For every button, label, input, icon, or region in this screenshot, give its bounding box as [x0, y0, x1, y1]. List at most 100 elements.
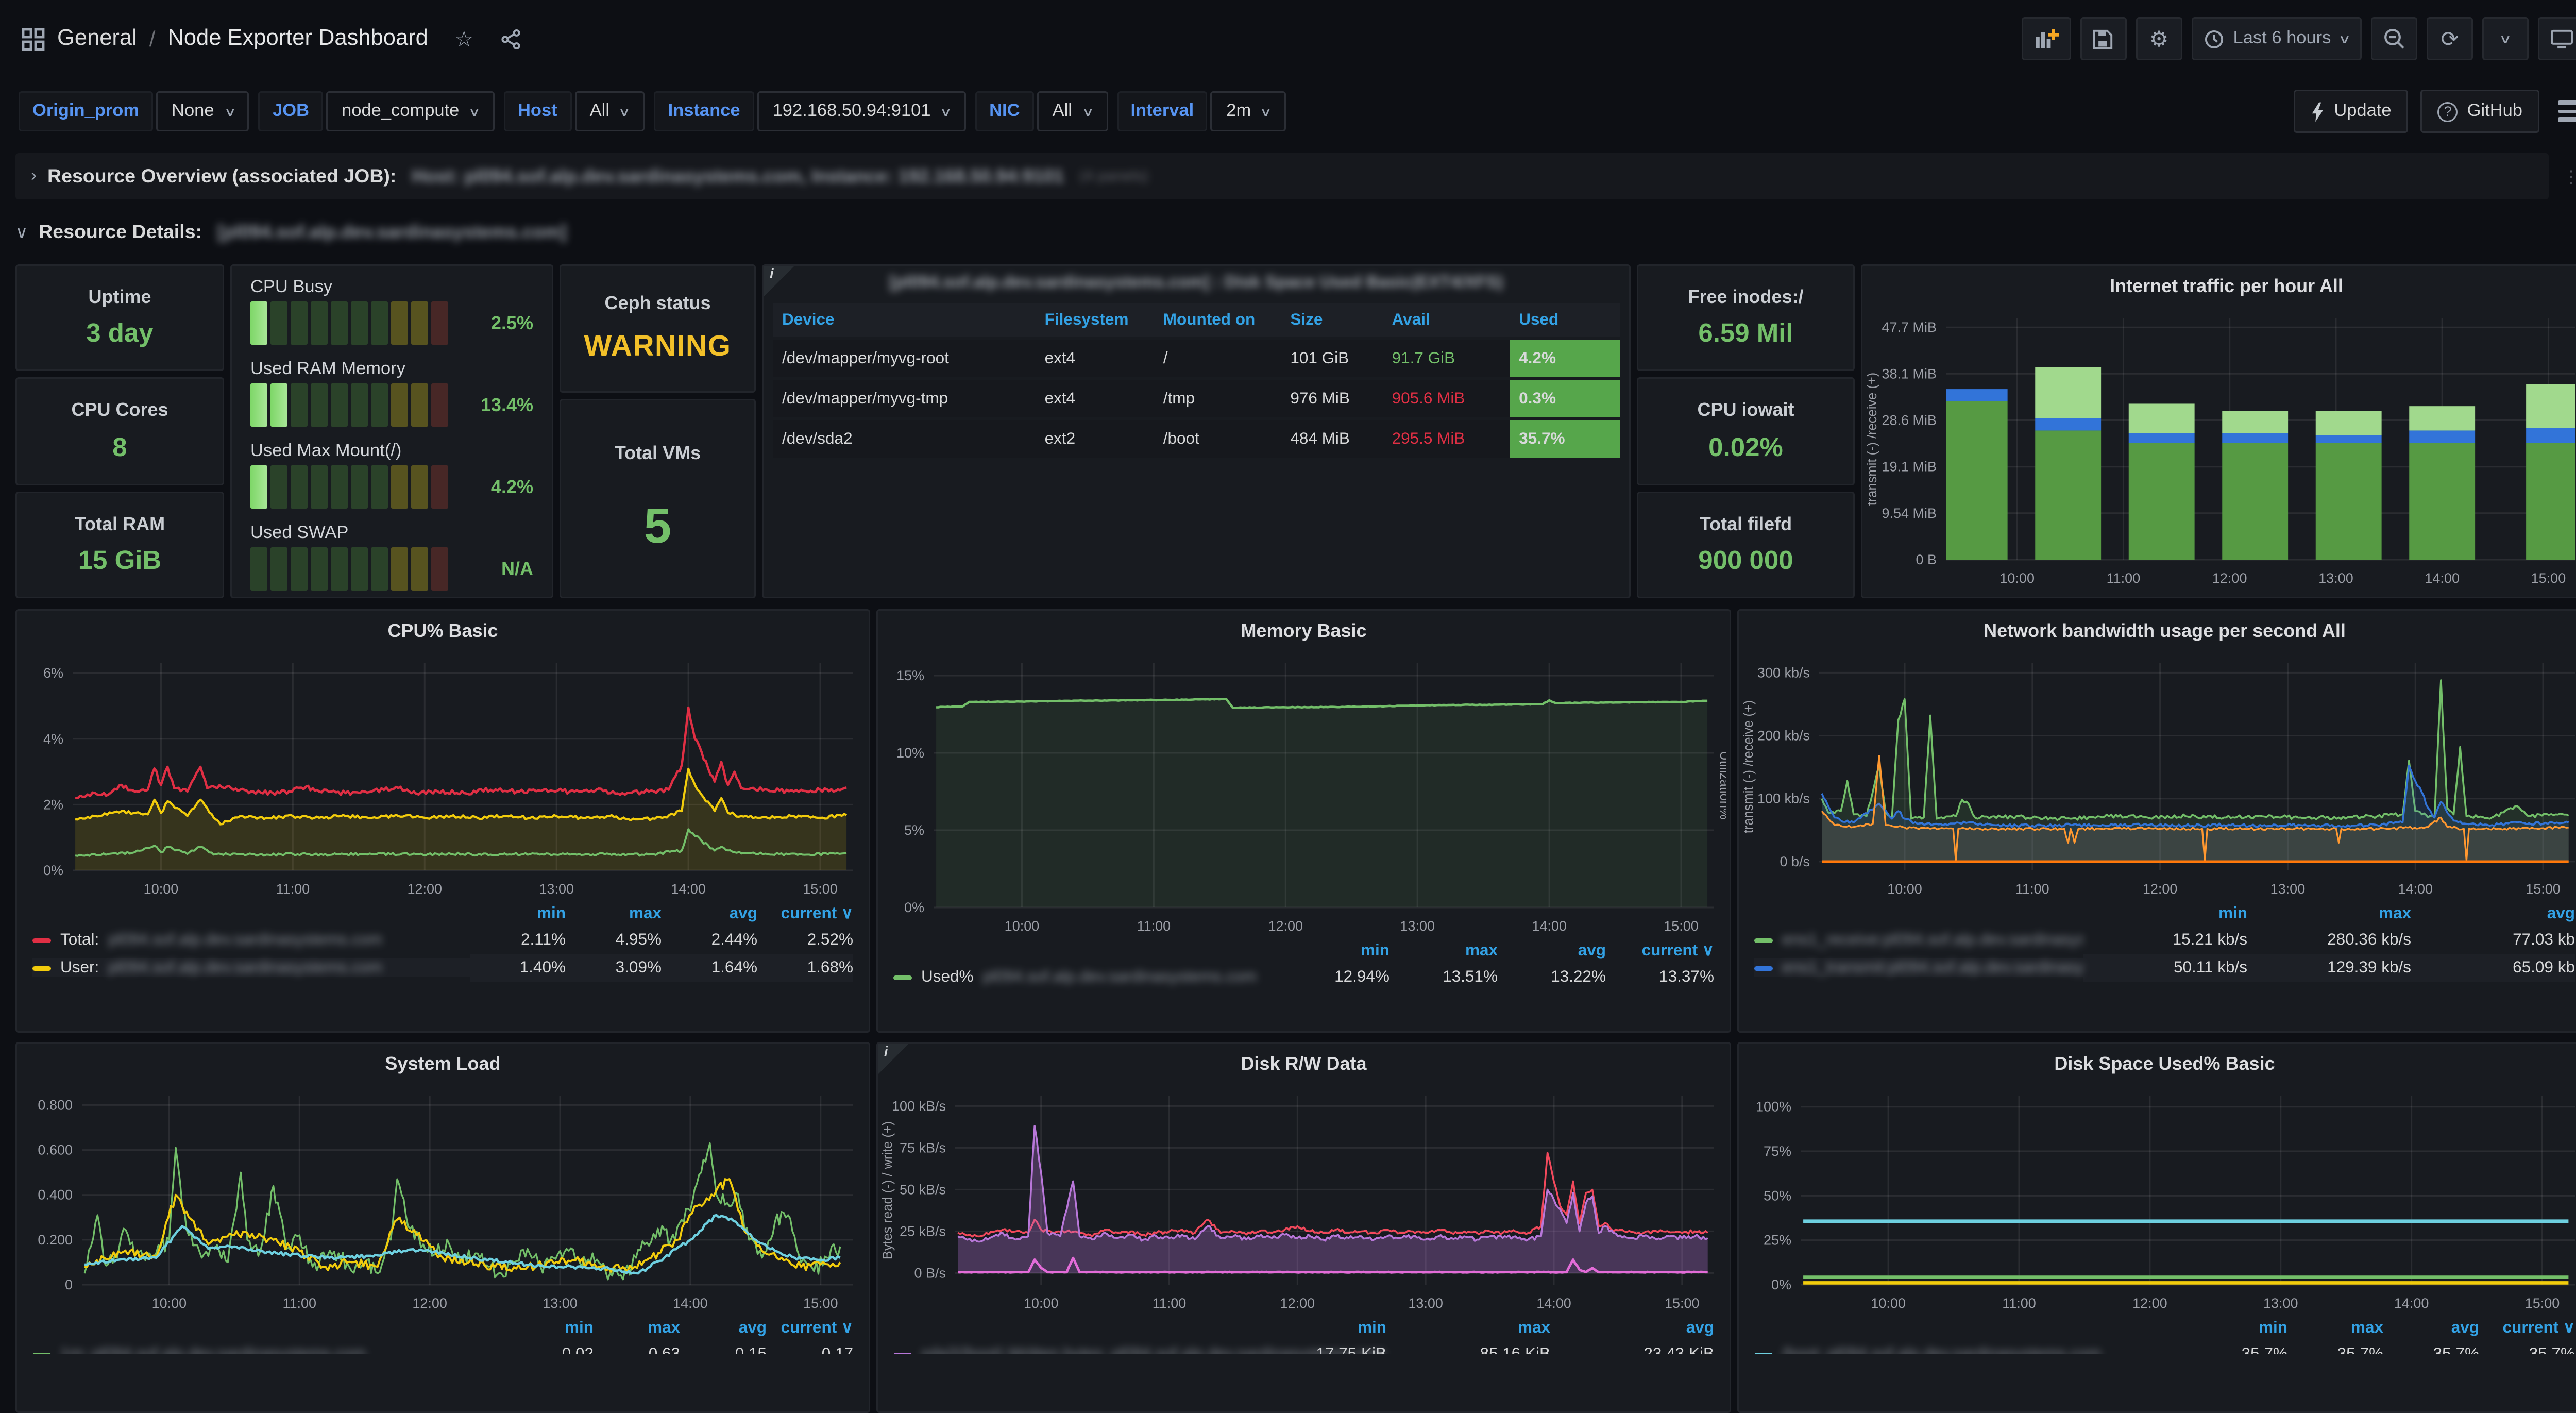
legend-value: 35.7%: [2383, 1340, 2479, 1354]
panel-info-corner[interactable]: [764, 266, 794, 297]
row-resource-details-toggle[interactable]: ∨ Resource Details: [pl094.sof.alp.dev.s…: [15, 212, 2576, 252]
legend-series-name[interactable]: Used%pl094.sof.alp.dev.sardinasystems.co…: [893, 968, 1281, 986]
legend-header-max[interactable]: max: [566, 901, 662, 926]
legend-header-min[interactable]: min: [1281, 938, 1389, 963]
disk-table-header-avail[interactable]: Avail: [1383, 303, 1510, 339]
legend-header-min[interactable]: min: [1223, 1316, 1386, 1340]
zoom-out-button[interactable]: [2371, 17, 2417, 60]
legend-header-min[interactable]: min: [470, 901, 566, 926]
legend-value: 1.64%: [662, 954, 757, 982]
legend-series-name[interactable]: ens1_transmit:pl094.sof.alp.dev.sardinas…: [1754, 958, 2083, 977]
legend-series-name[interactable]: Total:pl094.sof.alp.dev.sardinasystems.c…: [32, 931, 470, 949]
svg-text:0%: 0%: [904, 900, 924, 915]
variable-value-dropdown[interactable]: All∨: [1037, 91, 1108, 131]
refresh-interval-dropdown[interactable]: ∨: [2482, 17, 2529, 60]
legend-series-name[interactable]: User:pl094.sof.alp.dev.sardinasystems.co…: [32, 958, 470, 977]
panel-stat-right-cpu-iowait[interactable]: CPU iowait0.02%: [1637, 378, 1855, 485]
legend-header-current[interactable]: current ∨: [1606, 938, 1714, 963]
legend-series-name-partial[interactable]: 1m: pl094.sof.alp.dev.sardinasystems.com: [32, 1345, 507, 1354]
variable-value-dropdown[interactable]: 2m∨: [1211, 91, 1286, 131]
cpu-basic-chart[interactable]: 0%2%4%6%10:0011:0012:0013:0014:0015:00: [17, 648, 869, 901]
variable-value-dropdown[interactable]: 192.168.50.94:9101∨: [757, 91, 967, 131]
legend-header-min[interactable]: min: [2083, 901, 2247, 926]
panel-stat-left-cpu-cores[interactable]: CPU Cores8: [15, 378, 224, 485]
variable-value-dropdown[interactable]: All∨: [574, 91, 645, 131]
dashboard-title[interactable]: Node Exporter Dashboard: [167, 26, 428, 51]
legend-header-current[interactable]: current ∨: [767, 1316, 853, 1340]
legend-header-avg[interactable]: avg: [1498, 938, 1606, 963]
time-range-picker[interactable]: Last 6 hours ∨: [2192, 17, 2362, 60]
svg-text:0 B/s: 0 B/s: [914, 1265, 946, 1281]
gauge-bar: [250, 301, 448, 345]
legend-header-avg[interactable]: avg: [2411, 901, 2575, 926]
add-panel-button[interactable]: [2022, 17, 2071, 60]
svg-text:6%: 6%: [43, 665, 63, 681]
github-button[interactable]: ? GitHub: [2421, 90, 2539, 133]
row-resource-overview-toggle[interactable]: › Resource Overview (associated JOB): Ho…: [15, 153, 2549, 199]
disk-table-header-device[interactable]: Device: [773, 303, 1036, 339]
save-dashboard-button[interactable]: [2080, 17, 2127, 60]
system-load-chart[interactable]: 00.2000.4000.6000.80010:0011:0012:0013:0…: [17, 1081, 869, 1316]
legend-header-current[interactable]: current ∨: [757, 901, 853, 926]
legend-header-min[interactable]: min: [2192, 1316, 2287, 1340]
panel-stat-right-free-inodes-[interactable]: Free inodes:/6.59 Mil: [1637, 264, 1855, 372]
refresh-button[interactable]: ⟳: [2427, 17, 2473, 60]
disk-table-header-mounted-on[interactable]: Mounted on: [1154, 303, 1281, 339]
disk-space-chart[interactable]: 0%25%50%75%100%10:0011:0012:0013:0014:00…: [1739, 1081, 2576, 1316]
panel-stat-left-uptime[interactable]: Uptime3 day: [15, 264, 224, 372]
svg-text:Utilization%: Utilization%: [1717, 751, 1726, 819]
legend-header-avg[interactable]: avg: [680, 1316, 767, 1340]
legend-series-name[interactable]: ens1_receive:pl094.sof.alp.dev.sardinasy…: [1754, 931, 2083, 949]
panel-stat-left-total-ram[interactable]: Total RAM15 GiB: [15, 491, 224, 598]
panel-ceph-status[interactable]: Ceph status WARNING: [560, 264, 756, 393]
legend-header-avg[interactable]: avg: [1550, 1316, 1714, 1340]
menu-icon[interactable]: [2552, 101, 2576, 122]
legend-value: 0.17: [767, 1340, 853, 1354]
internet-traffic-chart[interactable]: 0 B9.54 MiB19.1 MiB28.6 MiB38.1 MiB47.7 …: [1862, 303, 2576, 591]
variable-value-dropdown[interactable]: None∨: [156, 91, 249, 131]
legend-series-name-partial[interactable]: sda2(/boot) Written bytes: pl094.sof.alp…: [893, 1345, 1223, 1354]
legend-header-max[interactable]: max: [594, 1316, 680, 1340]
svg-text:100 kb/s: 100 kb/s: [1757, 791, 1810, 806]
svg-text:200 kb/s: 200 kb/s: [1757, 728, 1810, 744]
panel-info-corner[interactable]: [878, 1044, 909, 1074]
table-cell: /: [1154, 339, 1281, 379]
update-button[interactable]: Update: [2294, 90, 2408, 133]
svg-text:11:00: 11:00: [2002, 1296, 2036, 1311]
disk-rw-chart[interactable]: 0 B/s25 kB/s50 kB/s75 kB/s100 kB/s10:001…: [878, 1081, 1730, 1316]
legend-header-min[interactable]: min: [507, 1316, 594, 1340]
legend-value: 13.37%: [1606, 963, 1714, 991]
memory-basic-chart[interactable]: 0%5%10%15%10:0011:0012:0013:0014:0015:00…: [878, 648, 1730, 938]
disk-table-header-filesystem[interactable]: Filesystem: [1036, 303, 1154, 339]
variable-value-dropdown[interactable]: node_compute∨: [326, 91, 495, 131]
row-drag-handle[interactable]: ⋮⋮: [2561, 166, 2576, 187]
panel-title: Memory Basic: [878, 611, 1730, 648]
legend-series-name-partial[interactable]: /boot: pl094.sof.alp.dev.sardinasystems.…: [1754, 1345, 2192, 1354]
dashboard-settings-button[interactable]: ⚙: [2136, 17, 2182, 60]
disk-table-header-used[interactable]: Used: [1510, 303, 1620, 339]
cpu-basic-legend: minmaxavgcurrent ∨ Total:pl094.sof.alp.de…: [17, 901, 869, 988]
panel-stat-right-total-filefd[interactable]: Total filefd900 000: [1637, 491, 1855, 598]
panel-total-vms[interactable]: Total VMs 5: [560, 399, 756, 598]
avail-cell: 91.7 GiB: [1383, 339, 1510, 379]
legend-header-max[interactable]: max: [1389, 938, 1498, 963]
legend-header-max[interactable]: max: [1386, 1316, 1550, 1340]
legend-header-max[interactable]: max: [2287, 1316, 2383, 1340]
apps-grid-icon[interactable]: [22, 27, 45, 51]
avail-cell: 295.5 MiB: [1383, 419, 1510, 458]
legend-header-avg[interactable]: avg: [2383, 1316, 2479, 1340]
network-bandwidth-chart[interactable]: 0 b/s100 kb/s200 kb/s300 kb/s10:0011:001…: [1739, 648, 2576, 901]
svg-text:11:00: 11:00: [2107, 570, 2141, 586]
legend-header-avg[interactable]: avg: [662, 901, 757, 926]
legend-header-current[interactable]: current ∨: [2479, 1316, 2575, 1340]
stat-title: CPU iowait: [1697, 399, 1794, 421]
breadcrumb-folder[interactable]: General: [57, 26, 137, 51]
tv-mode-button[interactable]: [2538, 17, 2576, 60]
share-icon[interactable]: [500, 29, 520, 49]
legend-header-max[interactable]: max: [2247, 901, 2411, 926]
svg-text:15:00: 15:00: [2531, 570, 2566, 586]
star-icon[interactable]: ☆: [454, 26, 474, 52]
panel-internet-traffic: Internet traffic per hour All 0 B9.54 Mi…: [1861, 264, 2576, 598]
disk-table-header-size[interactable]: Size: [1281, 303, 1382, 339]
table-cell: /tmp: [1154, 379, 1281, 419]
